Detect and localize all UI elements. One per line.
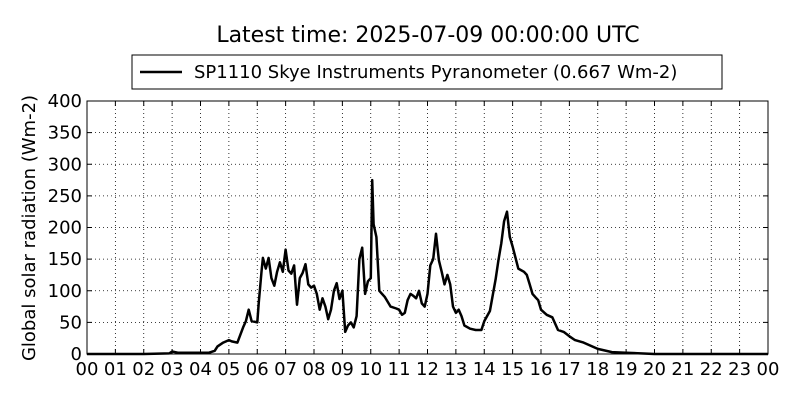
x-tick-label: 02 — [132, 359, 155, 380]
x-tick-label: 13 — [444, 359, 467, 380]
x-tick-label: 21 — [671, 359, 694, 380]
plot-frame — [86, 100, 769, 355]
y-tick-label: 200 — [48, 218, 82, 239]
x-tick-label: 01 — [104, 359, 127, 380]
x-tick-label: 23 — [728, 359, 751, 380]
y-tick-label: 100 — [48, 281, 82, 302]
x-tick-label: 03 — [161, 359, 184, 380]
x-tick-label: 18 — [586, 359, 609, 380]
x-tick-label: 10 — [359, 359, 382, 380]
x-tick-label: 11 — [388, 359, 411, 380]
y-tick-label: 300 — [48, 154, 82, 175]
y-axis-tick-labels: 0 50 100 150 200 250 300 350 400 — [48, 91, 82, 365]
y-axis-label: Global solar radiation (Wm-2) — [19, 95, 40, 361]
y-tick-label: 0 — [71, 344, 82, 365]
y-tick-label: 150 — [48, 249, 82, 270]
x-tick-label: 17 — [558, 359, 581, 380]
x-tick-label: 00 — [76, 359, 99, 380]
legend-box — [131, 54, 723, 90]
y-tick-label: 250 — [48, 186, 82, 207]
x-tick-label: 08 — [303, 359, 326, 380]
legend-label: SP1110 Skye Instruments Pyranometer (0.6… — [194, 62, 677, 83]
x-tick-label: 20 — [643, 359, 666, 380]
x-tick-label: 12 — [416, 359, 439, 380]
chart-title: Latest time: 2025-07-09 00:00:00 UTC — [216, 23, 639, 48]
x-axis-tick-labels: 00 01 02 03 04 05 06 07 08 09 10 11 12 13 14 15 16 17 18 19… — [76, 359, 780, 380]
x-tick-label: 22 — [700, 359, 723, 380]
x-tick-label: 06 — [246, 359, 269, 380]
x-tick-label: 04 — [189, 359, 212, 380]
x-tick-label: 16 — [530, 359, 553, 380]
x-tick-label: 09 — [331, 359, 354, 380]
legend: SP1110 Skye Instruments Pyranometer (0.6… — [131, 54, 723, 90]
series-line — [87, 178, 768, 356]
x-tick-label: 05 — [217, 359, 240, 380]
x-tick-label: 15 — [501, 359, 524, 380]
x-tick-label: 07 — [274, 359, 297, 380]
x-tick-label: 14 — [473, 359, 496, 380]
y-tick-label: 50 — [59, 312, 82, 333]
x-tick-label: 00 — [757, 359, 780, 380]
x-tick-label: 19 — [615, 359, 638, 380]
y-tick-label: 400 — [48, 91, 82, 112]
grid — [87, 101, 768, 354]
series-layer — [87, 178, 768, 356]
y-tick-label: 350 — [48, 123, 82, 144]
